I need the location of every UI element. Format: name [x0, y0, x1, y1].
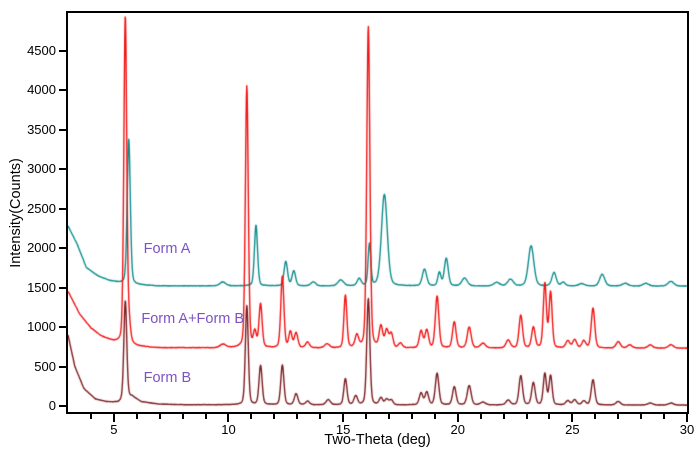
x-minor-tick [525, 414, 528, 419]
x-major-tick [112, 414, 115, 422]
x-tick-label: 25 [565, 422, 580, 437]
y-tick-label: 2000 [27, 240, 56, 256]
diffractogram-canvas [68, 13, 687, 412]
x-minor-tick [663, 414, 666, 419]
x-major-tick [686, 414, 688, 422]
y-major-tick [59, 365, 66, 368]
y-major-tick [59, 207, 66, 210]
x-major-tick [342, 414, 345, 422]
x-major-tick [227, 414, 230, 422]
x-tick-label: 20 [450, 422, 465, 437]
y-major-tick [59, 49, 66, 52]
x-minor-tick [433, 414, 436, 419]
y-tick-label: 500 [34, 358, 56, 374]
y-tick-label: 1500 [27, 279, 56, 295]
x-minor-tick [204, 414, 207, 419]
x-minor-tick [319, 414, 322, 419]
x-axis-title: Two-Theta (deg) [324, 432, 431, 448]
x-minor-tick [502, 414, 505, 419]
y-major-tick [59, 286, 66, 289]
x-minor-tick [479, 414, 482, 419]
x-tick-label: 5 [110, 422, 118, 437]
y-major-tick [59, 168, 66, 171]
y-major-tick [59, 247, 66, 250]
trace-label-form-a: Form A [143, 240, 191, 257]
y-tick-label: 4500 [27, 42, 56, 58]
x-minor-tick [181, 414, 184, 419]
x-minor-tick [296, 414, 299, 419]
x-tick-label: 10 [221, 422, 236, 437]
y-major-tick [59, 326, 66, 329]
x-minor-tick [135, 414, 138, 419]
x-minor-tick [365, 414, 368, 419]
y-tick-label: 3000 [27, 161, 56, 177]
x-minor-tick [594, 414, 597, 419]
x-tick-label: 30 [679, 422, 695, 437]
x-minor-tick [158, 414, 161, 419]
trace-label-form-a-plus-form-b: Form A+Form B [141, 311, 245, 328]
x-minor-tick [387, 414, 390, 419]
x-major-tick [456, 414, 459, 422]
y-tick-label: 4000 [27, 82, 56, 98]
x-minor-tick [640, 414, 643, 419]
x-minor-tick [617, 414, 620, 419]
y-tick-label: 2500 [27, 200, 56, 216]
y-tick-label: 1000 [27, 319, 56, 335]
x-tick-label: 15 [335, 422, 351, 437]
x-minor-tick [548, 414, 551, 419]
x-minor-tick [250, 414, 253, 419]
x-minor-tick [410, 414, 413, 419]
x-major-tick [571, 414, 574, 422]
y-major-tick [59, 89, 66, 92]
x-minor-tick [273, 414, 276, 419]
trace-label-form-b: Form B [143, 370, 192, 387]
y-tick-label: 0 [48, 398, 56, 414]
y-tick-label: 3500 [27, 121, 56, 137]
y-major-tick [59, 405, 66, 408]
y-major-tick [59, 128, 66, 131]
x-minor-tick [89, 414, 92, 419]
